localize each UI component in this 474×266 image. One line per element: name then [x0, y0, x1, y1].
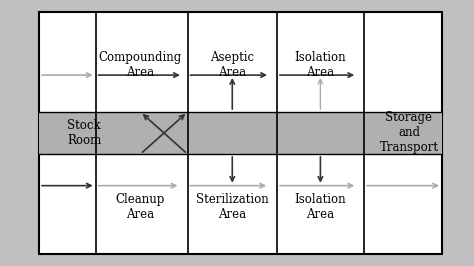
Text: Compounding
Area: Compounding Area — [99, 51, 182, 78]
Text: Isolation
Area: Isolation Area — [295, 193, 346, 221]
Bar — [39, 112, 442, 154]
Text: Stock
Room: Stock Room — [67, 119, 101, 147]
Text: Aseptic
Area: Aseptic Area — [210, 51, 255, 78]
Text: Storage
and
Transport: Storage and Transport — [380, 111, 438, 155]
Text: Isolation
Area: Isolation Area — [295, 51, 346, 78]
Text: Sterilization
Area: Sterilization Area — [196, 193, 269, 221]
Bar — [39, 12, 442, 254]
Text: Cleanup
Area: Cleanup Area — [116, 193, 165, 221]
